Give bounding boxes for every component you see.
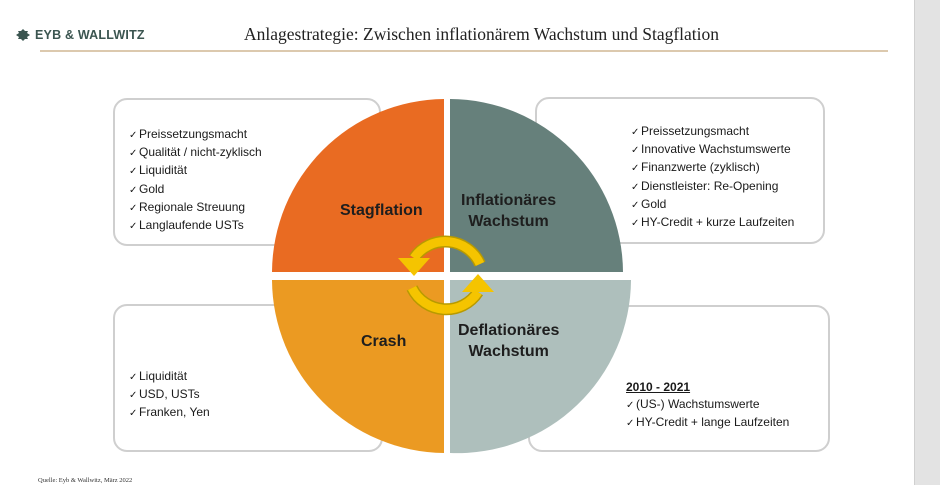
list-item: ✓ USD, USTs: [129, 386, 210, 404]
check-icon: ✓: [631, 199, 640, 211]
quadrant-inflationaeres-wachstum: [450, 99, 623, 272]
check-icon: ✓: [129, 148, 138, 160]
list-item: ✓ HY-Credit + kurze Laufzeiten: [631, 214, 794, 232]
check-icon: ✓: [626, 418, 635, 430]
list-item: ✓ Liquidität: [129, 162, 262, 180]
cycle-arrows-icon: [398, 235, 494, 316]
list-item: ✓ (US-) Wachstumswerte: [626, 396, 789, 414]
quadrant-label-stagflation: Stagflation: [340, 202, 423, 219]
period-heading: 2010 - 2021: [626, 380, 691, 394]
list-item: ✓ HY-Credit + lange Laufzeiten: [626, 414, 789, 432]
deflationaeres-wachstum-list: 2010 - 2021 ✓ (US-) Wachstumswerte ✓ HY-Cr…: [626, 379, 789, 433]
logo: EYB & WALLWITZ: [16, 28, 145, 42]
list-item: ✓ Langlaufende USTs: [129, 217, 262, 235]
page-title: Anlagestrategie: Zwischen inflationärem …: [244, 24, 720, 44]
list-item: ✓ Dienstleister: Re-Opening: [631, 178, 794, 196]
check-icon: ✓: [631, 163, 640, 175]
check-icon: ✓: [631, 145, 640, 157]
quadrant-label-inflationaeres-wachstum: Inflationäres Wachstum: [461, 192, 557, 230]
check-icon: ✓: [129, 221, 138, 233]
inflationaeres-wachstum-list: ✓ Preissetzungsmacht ✓ Innovative Wachstum…: [631, 123, 794, 232]
quadrant-label-crash: Crash: [361, 333, 407, 350]
check-icon: ✓: [631, 127, 640, 138]
check-icon: ✓: [129, 408, 138, 420]
quadrant-label-deflationaeres-wachstum: Deflationäres Wachstum: [458, 322, 560, 360]
check-icon: ✓: [631, 181, 640, 193]
crash-list: ✓ Liquidität ✓ USD, USTs ✓ Franken, Yen: [129, 368, 210, 423]
check-icon: ✓: [129, 390, 138, 402]
source-note: Quelle: Eyb & Wallwitz, März 2022: [38, 477, 133, 484]
check-icon: ✓: [631, 218, 640, 230]
logo-text: EYB & WALLWITZ: [35, 28, 145, 42]
check-icon: ✓: [129, 130, 138, 141]
side-panel: [914, 0, 940, 485]
list-item: ✓ Qualität / nicht-zyklisch: [129, 144, 262, 162]
quadrant-crash: [272, 280, 444, 453]
list-item: ✓ Preissetzungsmacht: [129, 126, 262, 144]
quadrant-circle: [272, 99, 631, 454]
stagflation-list: ✓ Preissetzungsmacht ✓ Qualität / nicht-zy…: [129, 126, 262, 235]
quadrant-deflationaeres-wachstum: [450, 280, 631, 454]
check-icon: ✓: [129, 166, 138, 178]
quadrant-stagflation: [272, 99, 444, 272]
check-icon: ✓: [129, 184, 138, 196]
list-item: ✓ Liquidität: [129, 368, 210, 386]
list-item: ✓ Innovative Wachstumswerte: [631, 141, 794, 159]
check-icon: ✓: [626, 400, 635, 412]
list-item: ✓ Gold: [129, 181, 262, 199]
check-icon: ✓: [129, 202, 138, 214]
title-divider: [40, 50, 888, 52]
check-icon: ✓: [129, 372, 138, 383]
tree-icon: [16, 29, 30, 41]
list-item: ✓ Preissetzungsmacht: [631, 123, 794, 141]
list-item: ✓ Finanzwerte (zyklisch): [631, 159, 794, 177]
list-item: ✓ Gold: [631, 196, 794, 214]
list-item: ✓ Franken, Yen: [129, 404, 210, 422]
list-item: ✓ Regionale Streuung: [129, 199, 262, 217]
